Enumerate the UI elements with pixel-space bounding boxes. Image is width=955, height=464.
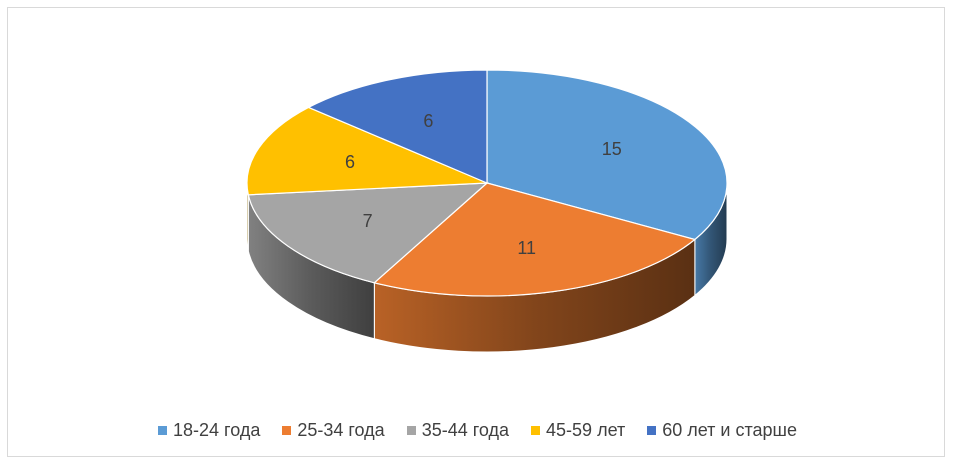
legend-swatch-60-plus [647, 426, 657, 435]
legend-label-18-24: 18-24 года [173, 420, 261, 440]
data-label-0: 15 [602, 139, 622, 159]
data-label-3: 6 [345, 152, 355, 172]
legend-label-25-34: 25-34 года [297, 420, 385, 440]
legend-swatch-45-59 [531, 426, 541, 435]
legend-label-45-59: 45-59 лет [546, 420, 626, 440]
chart-legend: 18-24 года 25-34 года 35-44 года 45-59 л… [0, 420, 955, 441]
legend-swatch-18-24 [158, 426, 167, 435]
pie-slice-60-4 [307, 69, 488, 184]
legend-label-60-plus: 60 лет и старше [662, 420, 797, 440]
pie-slice-45-59-3 [246, 106, 488, 196]
legend-item-60-plus: 60 лет и старше [647, 420, 797, 441]
legend-swatch-35-44 [406, 426, 416, 435]
legend-item-35-44: 35-44 года [406, 420, 510, 441]
legend-item-45-59: 45-59 лет [531, 420, 625, 441]
legend-item-18-24: 18-24 года [158, 420, 260, 441]
legend-swatch-25-34 [282, 426, 292, 435]
pie-slice-25-34-1 [373, 182, 697, 297]
data-label-1: 11 [517, 238, 536, 258]
pie-slice-18-24-0 [486, 69, 728, 241]
legend-item-25-34: 25-34 года [282, 420, 385, 441]
pie-slice-35-44-2 [247, 182, 489, 284]
legend-label-35-44: 35-44 года [421, 420, 510, 440]
data-label-4: 6 [423, 111, 433, 131]
data-label-2: 7 [363, 211, 373, 231]
